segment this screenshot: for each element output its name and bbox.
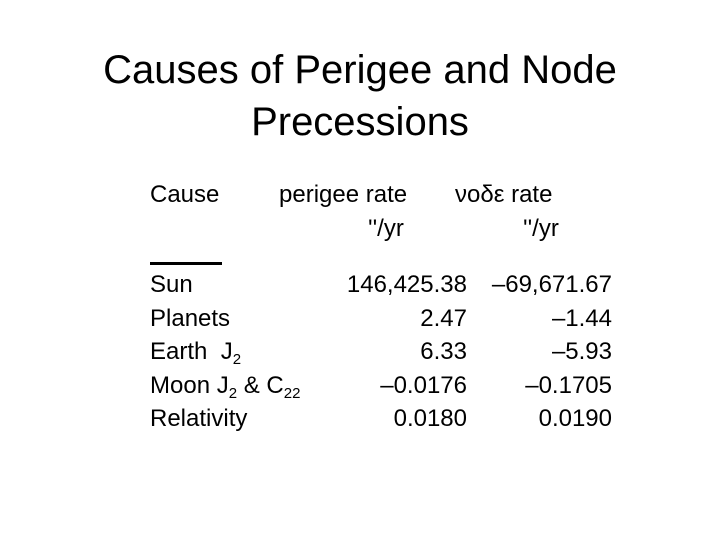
underline (150, 262, 222, 265)
node-rate: –0.1705 (525, 371, 612, 399)
perigee-rate: –0.0176 (380, 371, 467, 399)
perigee-rate: 0.0180 (393, 405, 467, 432)
subscript: 2 (232, 351, 242, 368)
subscript: 22 (283, 384, 301, 402)
node-rate: –5.93 (551, 338, 612, 365)
row-cause: Sun (150, 273, 193, 297)
header-perigee-unit: ''/yr (368, 215, 404, 242)
row-cause: Planets (150, 304, 231, 332)
header-node-unit: ''/yr (523, 215, 559, 242)
cause-text: Relativity (150, 405, 248, 432)
cause-text: Sun (150, 271, 193, 298)
row-cause: Moon J2 & C22 (150, 371, 300, 401)
perigee-rate: 6.33 (420, 338, 467, 365)
title-line: Causes of Perigee and Node (103, 48, 617, 92)
subscript: 2 (228, 384, 238, 402)
title-line: Precessions (251, 100, 469, 144)
cause-text: Moon J (150, 371, 229, 399)
cause-text: Planets (150, 304, 231, 332)
row-cause: Earth J2 (150, 338, 241, 368)
perigee-rate: 2.47 (420, 304, 467, 332)
node-rate: –1.44 (551, 304, 612, 332)
cause-text: Earth J (150, 338, 233, 365)
header-perigee: perigee rate (279, 181, 408, 208)
header-cause: Cause (150, 181, 220, 208)
header-node: νοδε rate (455, 181, 553, 208)
node-rate: –69,671.67 (491, 271, 612, 298)
node-rate: 0.0190 (538, 405, 612, 432)
perigee-rate: 146,425.38 (346, 271, 467, 298)
row-cause: Relativity (150, 407, 247, 431)
cause-text: & C (237, 371, 284, 399)
